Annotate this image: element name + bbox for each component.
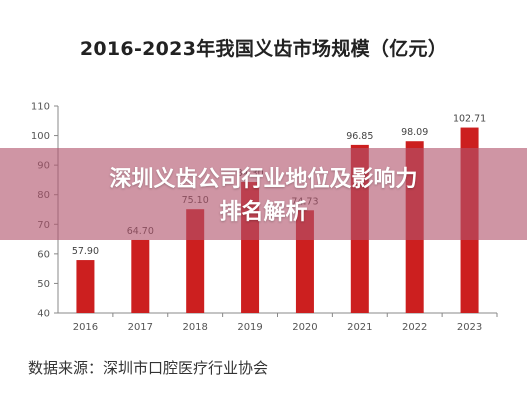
data-source: 数据来源：深圳市口腔医疗行业协会: [28, 359, 269, 377]
y-tick-label: 110: [31, 102, 50, 113]
chart-title: 2016-2023年我国义齿市场规模（亿元）: [79, 38, 448, 60]
y-tick-label: 100: [31, 131, 50, 142]
x-tick-label: 2023: [457, 322, 482, 333]
overlay-headline: 深圳义齿公司行业地位及影响力 排名解析: [0, 163, 527, 229]
bar-value-label: 98.09: [401, 127, 428, 138]
bar: [131, 239, 150, 313]
bar-value-label: 57.90: [72, 246, 99, 257]
x-tick-label: 2022: [402, 322, 427, 333]
x-tick-label: 2017: [128, 322, 153, 333]
x-tick-label: 2018: [182, 322, 207, 333]
y-tick-label: 40: [37, 309, 50, 320]
overlay-line-2: 排名解析: [219, 200, 308, 225]
x-tick-label: 2021: [347, 322, 372, 333]
y-tick-label: 50: [37, 279, 50, 290]
x-tick-label: 2016: [73, 322, 98, 333]
title-overlay-band: [0, 148, 527, 240]
bar-value-label: 96.85: [346, 131, 373, 142]
x-tick-label: 2020: [292, 322, 317, 333]
overlay-line-1: 深圳义齿公司行业地位及影响力: [109, 167, 418, 192]
y-tick-label: 60: [37, 249, 50, 260]
bar-value-label: 102.71: [453, 114, 486, 125]
x-tick-label: 2019: [237, 322, 262, 333]
x-axis: 2016 2017 2018 2019 2020 2021 2022 2023: [58, 312, 498, 333]
bar: [76, 260, 95, 313]
